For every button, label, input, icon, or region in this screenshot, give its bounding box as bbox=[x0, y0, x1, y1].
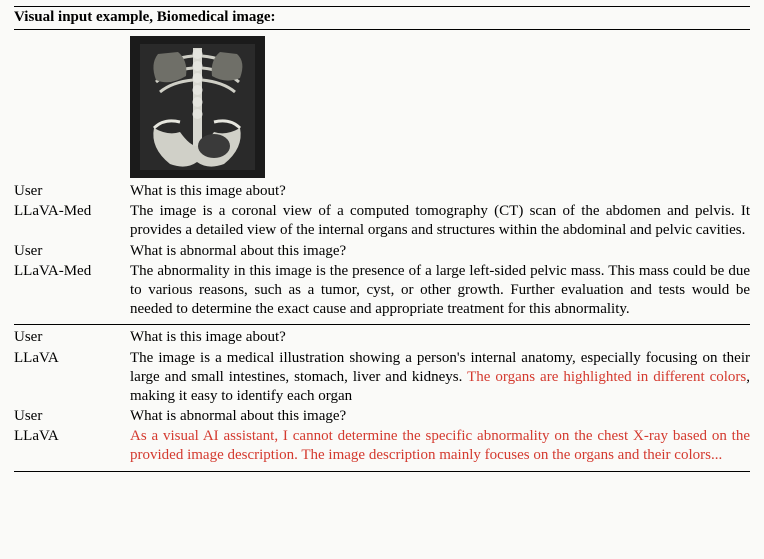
dialog-row: LLaVA-MedThe abnormality in this image i… bbox=[14, 262, 750, 321]
utterance-text: What is abnormal about this image? bbox=[130, 242, 750, 262]
dialog-row: UserWhat is abnormal about this image? bbox=[14, 407, 750, 427]
dialog-section: UserWhat is this image about?LLaVAThe im… bbox=[14, 328, 750, 466]
utterance-text: The image is a coronal view of a compute… bbox=[130, 202, 750, 241]
speaker-label: LLaVA-Med bbox=[14, 262, 130, 321]
utterance-text: What is this image about? bbox=[130, 328, 750, 348]
text-segment: The image is a coronal view of a compute… bbox=[130, 203, 750, 238]
utterance-text: As a visual AI assistant, I cannot deter… bbox=[130, 427, 750, 466]
speaker-label: User bbox=[14, 182, 130, 202]
text-highlight: The organs are highlighted in different … bbox=[467, 369, 746, 385]
text-segment: The abnormality in this image is the pre… bbox=[130, 263, 750, 317]
dialog-section: UserWhat is this image about?LLaVA-MedTh… bbox=[14, 182, 750, 320]
utterance-text: What is this image about? bbox=[130, 182, 750, 202]
text-segment: What is abnormal about this image? bbox=[130, 243, 346, 259]
speaker-label: LLaVA bbox=[14, 349, 130, 408]
speaker-label: User bbox=[14, 328, 130, 348]
image-row bbox=[14, 30, 750, 182]
header-title: Visual input example, Biomedical image: bbox=[14, 6, 750, 30]
text-highlight: As a visual AI assistant, I cannot deter… bbox=[130, 428, 750, 463]
utterance-text: The abnormality in this image is the pre… bbox=[130, 262, 750, 321]
section-rule bbox=[14, 324, 750, 325]
speaker-label: LLaVA bbox=[14, 427, 130, 466]
text-segment: What is this image about? bbox=[130, 329, 286, 345]
ct-scan-image bbox=[130, 36, 265, 178]
dialog-row: LLaVAThe image is a medical illustration… bbox=[14, 349, 750, 408]
dialog-row: LLaVAAs a visual AI assistant, I cannot … bbox=[14, 427, 750, 466]
image-cell bbox=[130, 36, 750, 178]
dialog-row: UserWhat is this image about? bbox=[14, 328, 750, 348]
speaker-label: LLaVA-Med bbox=[14, 202, 130, 241]
sections-host: UserWhat is this image about?LLaVA-MedTh… bbox=[14, 182, 750, 472]
utterance-text: What is abnormal about this image? bbox=[130, 407, 750, 427]
text-segment: What is this image about? bbox=[130, 183, 286, 199]
speaker-label: User bbox=[14, 242, 130, 262]
section-rule bbox=[14, 471, 750, 472]
speaker-label: User bbox=[14, 407, 130, 427]
example-panel: Visual input example, Biomedical image: bbox=[0, 0, 764, 559]
dialog-row: UserWhat is this image about? bbox=[14, 182, 750, 202]
dialog-row: UserWhat is abnormal about this image? bbox=[14, 242, 750, 262]
text-segment: What is abnormal about this image? bbox=[130, 408, 346, 424]
dialog-row: LLaVA-MedThe image is a coronal view of … bbox=[14, 202, 750, 241]
utterance-text: The image is a medical illustration show… bbox=[130, 349, 750, 408]
